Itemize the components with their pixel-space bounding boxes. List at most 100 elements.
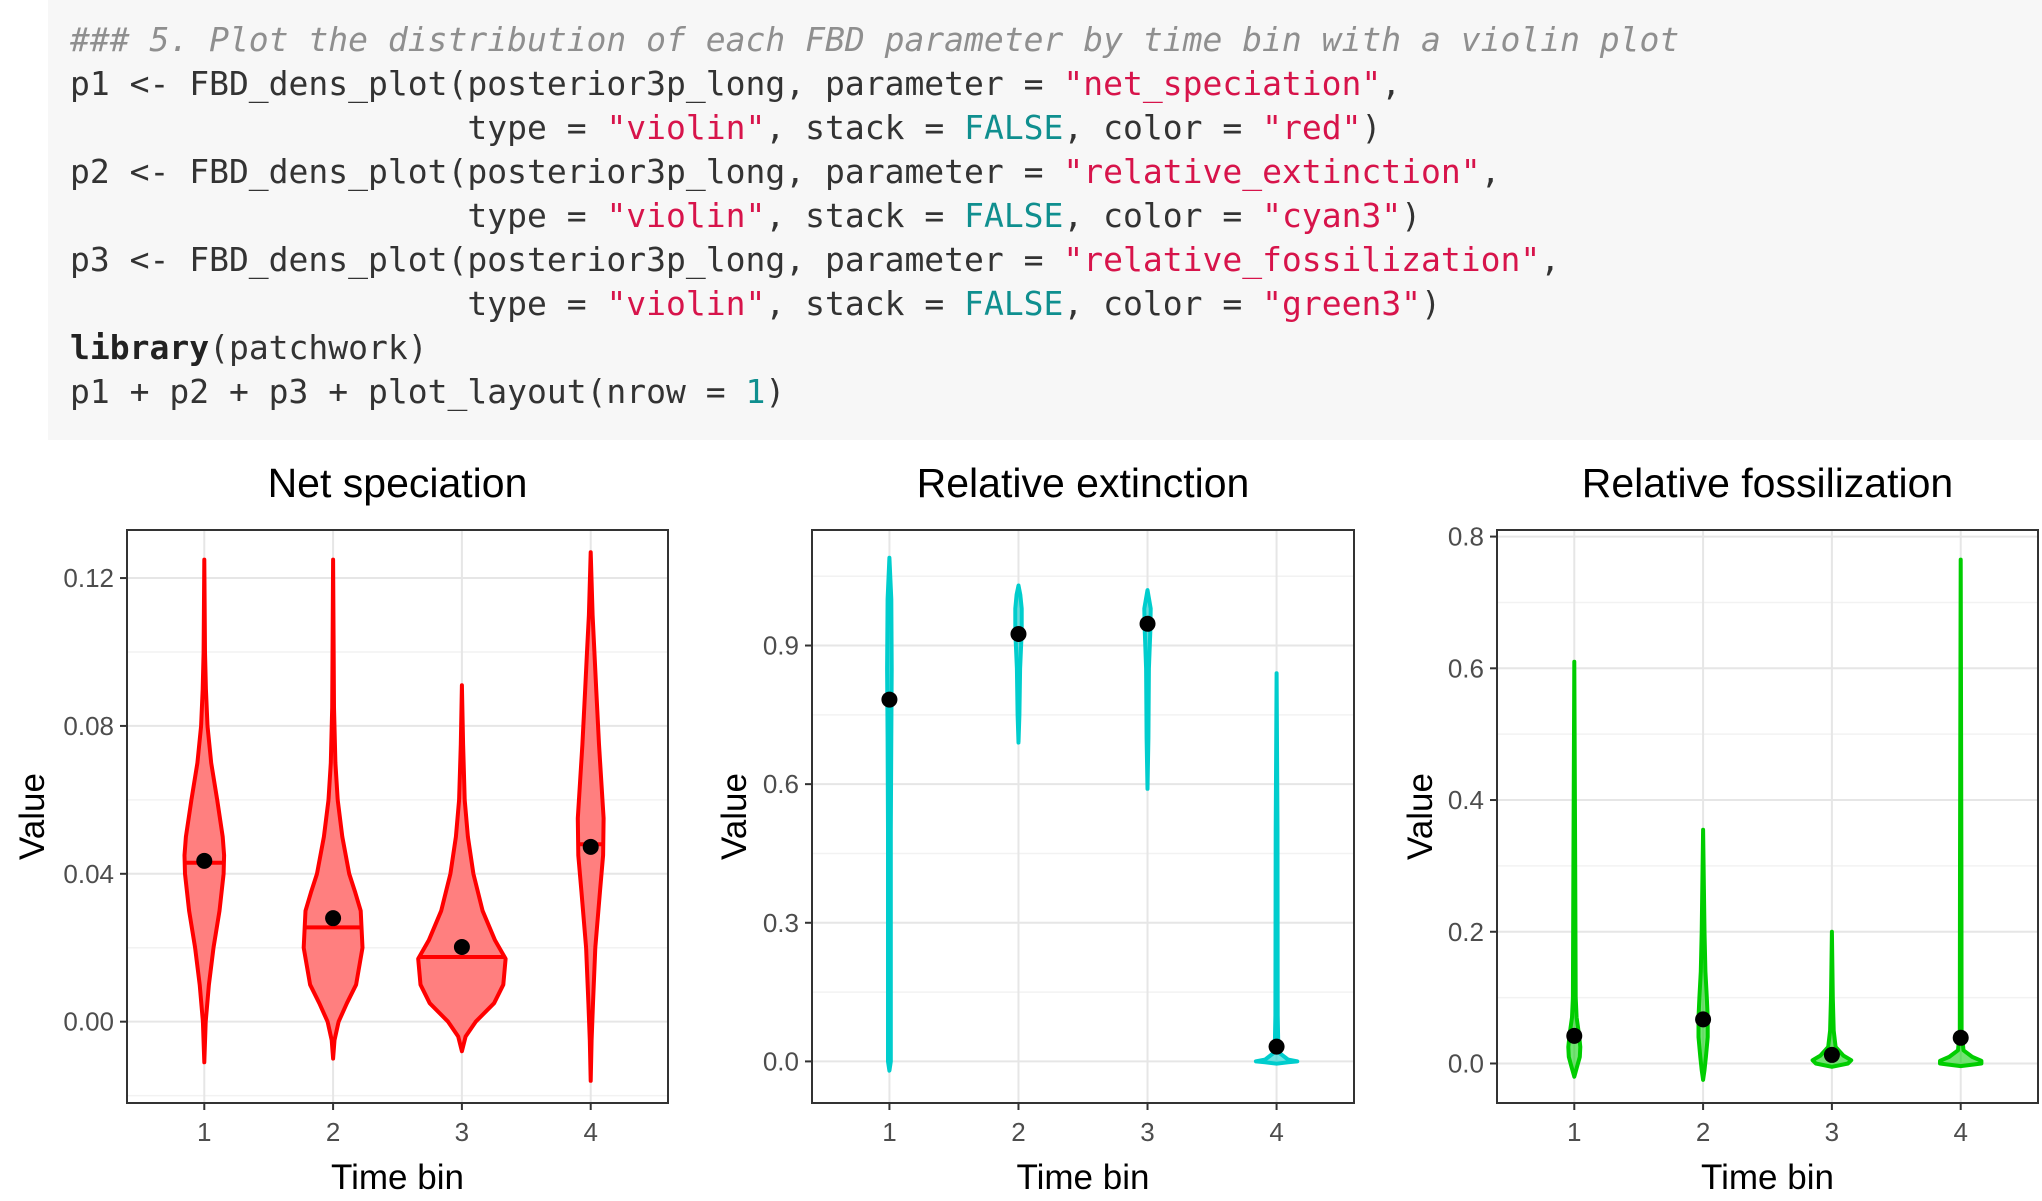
x-tick-label: 3 [455,1117,469,1147]
code-token: "violin" [606,284,766,323]
y-tick-label: 0.6 [763,769,799,799]
code-token: p1 <- FBD_dens_plot(posterior3p_long, pa… [70,64,1064,103]
code-token: "violin" [606,108,766,147]
y-tick-label: 0.3 [763,908,799,938]
code-token: "violin" [606,196,766,235]
mean-point-3 [453,938,470,955]
code-token: library [70,328,210,367]
mean-point-4 [582,838,599,855]
x-tick-label: 2 [1696,1117,1710,1147]
violin-1 [885,555,894,1073]
x-tick-label: 4 [1269,1117,1283,1147]
x-axis-label: Time bin [331,1158,464,1197]
code-token: ) [765,372,786,411]
violin-2 [1013,583,1024,745]
code-token: p2 <- FBD_dens_plot(posterior3p_long, pa… [70,152,1064,191]
mean-point-1 [881,691,898,708]
code-token: , [1480,152,1501,191]
panel-border [126,529,669,1104]
x-axis-label: Time bin [1701,1158,1834,1197]
code-token: , stack = [765,284,965,323]
x-tick-label: 3 [1140,1117,1154,1147]
plot-background [812,530,1354,1103]
x-tick-label: 2 [1011,1117,1025,1147]
violin-1 [182,557,227,1065]
chart-title: Relative extinction [917,460,1250,506]
mean-point-2 [325,910,342,927]
x-tick-label: 3 [1825,1117,1839,1147]
y-tick-label: 0.0 [763,1046,799,1076]
code-line: p2 <- FBD_dens_plot(posterior3p_long, pa… [70,150,2042,194]
code-token: p3 <- FBD_dens_plot(posterior3p_long, pa… [70,240,1064,279]
y-axis-label: Value [715,773,754,860]
code-token: , color = [1063,284,1263,323]
mean-point-2 [1695,1011,1712,1028]
chart-panel-1: 0.00 0.04 0.08 0.12 1 2 3 4 Net speciation Time b… [13,460,669,1197]
x-tick-label: 1 [1567,1117,1581,1147]
mean-point-1 [196,852,213,869]
y-tick-label: 0.00 [63,1007,114,1037]
y-axis-label: Value [13,773,52,860]
panel-border [811,529,1355,1104]
code-token: ) [1421,284,1441,323]
code-token: "cyan3" [1262,196,1402,235]
x-tick-label: 1 [882,1117,896,1147]
mean-point-4 [1952,1029,1969,1046]
code-line: library(patchwork) [70,326,2042,370]
violin-3 [416,683,508,1054]
code-token: , color = [1063,196,1263,235]
mean-point-4 [1268,1038,1285,1055]
code-token: FALSE [964,196,1064,235]
panel-border [1496,529,2039,1104]
y-tick-label: 0.8 [1448,522,1484,552]
code-token: type = [70,284,607,323]
y-tick-label: 0.04 [63,859,114,889]
violin-3 [1142,588,1153,791]
y-tick-label: 0.4 [1448,785,1484,815]
code-token: ### 5. Plot the distribution of each FBD… [70,20,1680,59]
chart-title: Net speciation [268,460,528,506]
chart-panel-2: 0.0 0.3 0.6 0.9 1 2 3 4 Relative extinction Time … [715,460,1355,1197]
code-token: "red" [1262,108,1362,147]
y-tick-label: 0.08 [63,711,114,741]
mean-point-2 [1010,625,1027,642]
code-line: type = "violin", stack = FALSE, color = … [70,194,2042,238]
code-token: , [1540,240,1561,279]
code-token: type = [70,108,607,147]
violin-4 [1253,671,1300,1066]
mean-point-3 [1139,615,1156,632]
code-token: p1 + p2 + p3 + plot_layout(nrow = [70,372,746,411]
chart-panel-3: 0.0 0.2 0.4 0.6 0.8 1 2 3 4 Relative fossilizatio… [1401,460,2039,1197]
code-block: ### 5. Plot the distribution of each FBD… [48,0,2042,440]
x-tick-label: 4 [583,1117,597,1147]
code-line: type = "violin", stack = FALSE, color = … [70,106,2042,150]
code-line: p3 <- FBD_dens_plot(posterior3p_long, pa… [70,238,2042,282]
code-token: , [1381,64,1402,103]
code-token: "net_speciation" [1063,64,1382,103]
y-tick-label: 0.9 [763,631,799,661]
code-token: , color = [1063,108,1263,147]
violin-3 [1810,929,1854,1069]
x-tick-label: 1 [197,1117,211,1147]
code-line: p1 + p2 + p3 + plot_layout(nrow = 1) [70,370,2042,414]
code-token: FALSE [964,284,1064,323]
chart-title: Relative fossilization [1582,460,1953,506]
code-token: FALSE [964,108,1064,147]
violin-4 [575,550,606,1083]
mean-point-3 [1823,1046,1840,1063]
code-token: , stack = [765,196,965,235]
code-token: "green3" [1262,284,1422,323]
y-tick-label: 0.6 [1448,653,1484,683]
mean-point-1 [1566,1027,1583,1044]
violin-2 [301,557,365,1061]
code-token: , stack = [765,108,965,147]
code-token: ) [1401,196,1422,235]
plot-background [1497,530,2038,1103]
code-text: ### 5. Plot the distribution of each FBD… [48,0,2042,414]
y-tick-label: 0.2 [1448,917,1484,947]
code-line: p1 <- FBD_dens_plot(posterior3p_long, pa… [70,62,2042,106]
code-token: type = [70,196,607,235]
violin-4 [1938,557,1984,1069]
x-tick-label: 2 [326,1117,340,1147]
